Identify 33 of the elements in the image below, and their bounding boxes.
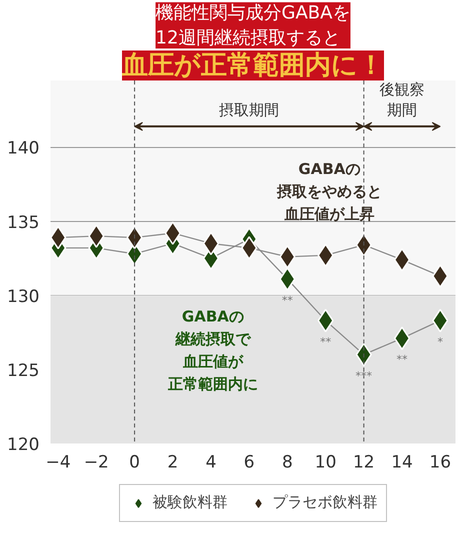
annotation: 摂取期間 (219, 101, 280, 120)
annotation: GABAの摂取をやめると血圧値が上昇 (276, 160, 382, 224)
y-tick-label: 120 (7, 435, 40, 455)
annotation: ** (396, 353, 408, 366)
chart-subtitle: 血圧が正常範囲内に！ (121, 50, 384, 80)
x-tick-label: 16 (429, 452, 452, 472)
x-tick-label: −4 (46, 452, 71, 472)
legend-label: プラセボ飲料群 (272, 493, 378, 512)
y-tick-label: 135 (7, 212, 40, 233)
annotation: ** (320, 335, 332, 348)
legend-label: 被験飲料群 (152, 493, 228, 512)
y-tick-label: 130 (7, 286, 40, 307)
x-tick-label: 6 (244, 452, 255, 472)
x-tick-label: −2 (84, 452, 109, 472)
x-tick-label: 0 (129, 452, 140, 472)
x-tick-label: 2 (167, 452, 178, 472)
annotation: 後観察期間 (380, 80, 425, 120)
x-tick-label: 4 (206, 452, 216, 472)
x-tick-label: 10 (314, 452, 336, 472)
point (394, 248, 410, 272)
chart-title: 機能性関与成分GABAを12週間継続摂取すると (156, 2, 350, 48)
annotation: GABAの継続摂取で血圧値が正常範囲内に (166, 307, 258, 393)
annotation: * (437, 335, 444, 348)
x-tick-label: 12 (352, 452, 375, 472)
y-tick-label: 140 (7, 138, 40, 159)
x-tick-label: 14 (391, 452, 413, 472)
point (394, 326, 410, 350)
annotation: ** (282, 294, 294, 307)
y-tick-label: 125 (7, 360, 40, 381)
point (126, 226, 143, 250)
x-tick-label: 8 (282, 452, 293, 472)
point (202, 232, 220, 256)
annotation: *** (356, 369, 373, 382)
